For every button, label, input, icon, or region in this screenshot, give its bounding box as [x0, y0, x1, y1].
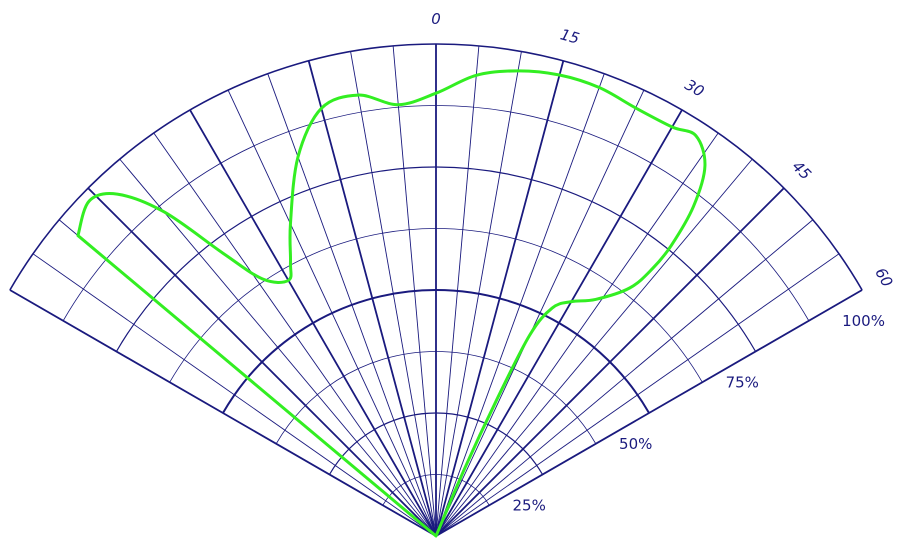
radial-tick-label: 50%: [619, 435, 652, 453]
minor-spoke: [350, 51, 437, 537]
plot-area: [76, 69, 707, 538]
angle-tick-label: 30: [682, 76, 708, 101]
major-spoke: [435, 109, 683, 537]
major-spoke: [435, 289, 863, 537]
angle-tick-label: 0: [431, 10, 441, 28]
major-spoke: [435, 187, 785, 537]
minor-spoke: [392, 45, 437, 537]
major-spoke: [189, 109, 437, 537]
minor-spoke: [227, 89, 437, 537]
minor-spoke: [435, 73, 605, 537]
radial-tick-label: 25%: [513, 497, 546, 515]
minor-spoke: [119, 158, 437, 537]
minor-spoke: [153, 132, 437, 537]
major-spoke: [435, 60, 565, 537]
minor-spoke: [435, 158, 753, 537]
radial-tick-label: 100%: [842, 312, 885, 330]
angle-tick-label: 15: [558, 25, 581, 47]
series-curve: [76, 69, 707, 538]
minor-spoke: [32, 253, 437, 537]
minor-spoke: [435, 253, 840, 537]
minor-spoke: [435, 89, 645, 537]
polar-grid: [9, 43, 863, 537]
major-spoke: [307, 60, 437, 537]
radial-tick-label: 75%: [726, 374, 759, 392]
minor-spoke: [435, 132, 719, 537]
minor-spoke: [435, 45, 480, 537]
major-spoke: [87, 187, 437, 537]
minor-spoke: [267, 73, 437, 537]
minor-spoke: [435, 51, 522, 537]
major-spoke: [9, 289, 437, 537]
minor-spoke: [435, 219, 814, 537]
angle-tick-label: 45: [789, 157, 815, 183]
angle-tick-label: 60: [871, 265, 896, 291]
